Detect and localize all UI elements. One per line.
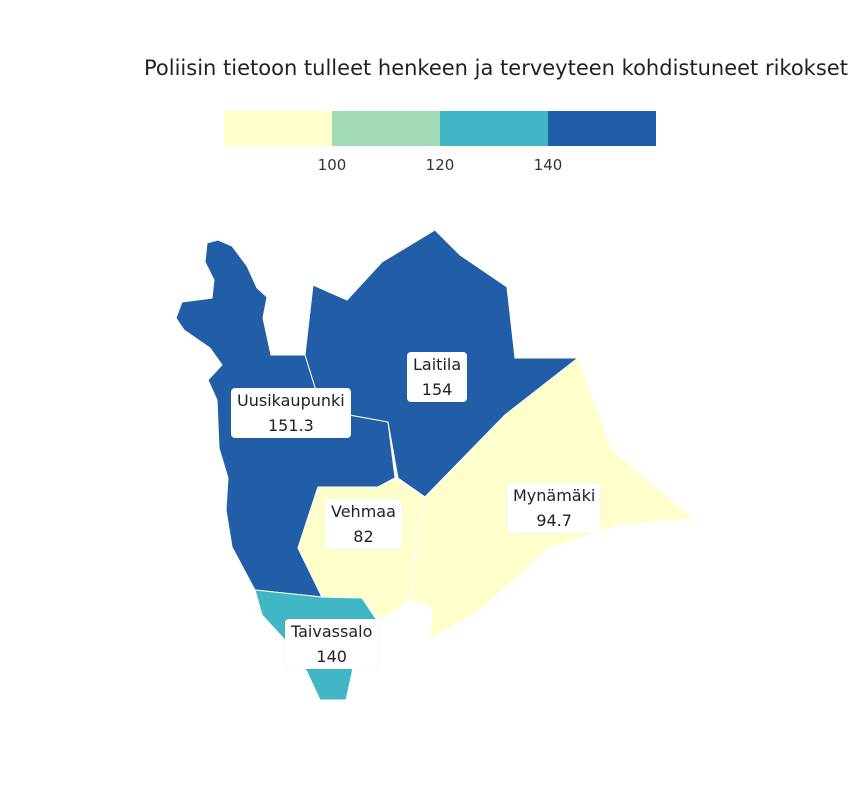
region-value-uusikaupunki: 151.3 [267,416,314,435]
legend-tick-140: 140 [533,156,563,174]
region-name-mynamaki: Mynämäki [513,486,596,505]
color-legend: 100 120 140 [224,111,656,174]
legend-swatch-3 [440,111,548,146]
region-name-laitila: Laitila [413,355,462,374]
legend-tick-100: 100 [317,156,347,174]
legend-swatch-2 [332,111,440,146]
region-label-mynamaki: Mynämäki 94.7 [507,483,602,533]
region-name-uusikaupunki: Uusikaupunki [237,391,345,410]
region-value-laitila: 154 [421,380,453,399]
legend-swatch-4 [548,111,656,146]
region-label-uusikaupunki: Uusikaupunki 151.3 [231,388,351,438]
region-name-vehmaa: Vehmaa [331,502,396,521]
region-name-taivassalo: Taivassalo [291,622,373,641]
region-label-laitila: Laitila 154 [407,352,468,402]
map-title: Poliisin tietoon tulleet henkeen ja terv… [144,56,848,80]
legend-tick-120: 120 [425,156,455,174]
region-value-mynamaki: 94.7 [536,511,572,530]
region-value-taivassalo: 140 [316,647,347,666]
legend-swatch-1 [224,111,332,146]
region-value-vehmaa: 82 [353,527,374,546]
region-label-taivassalo: Taivassalo 140 [285,619,379,669]
region-label-vehmaa: Vehmaa 82 [325,499,402,549]
